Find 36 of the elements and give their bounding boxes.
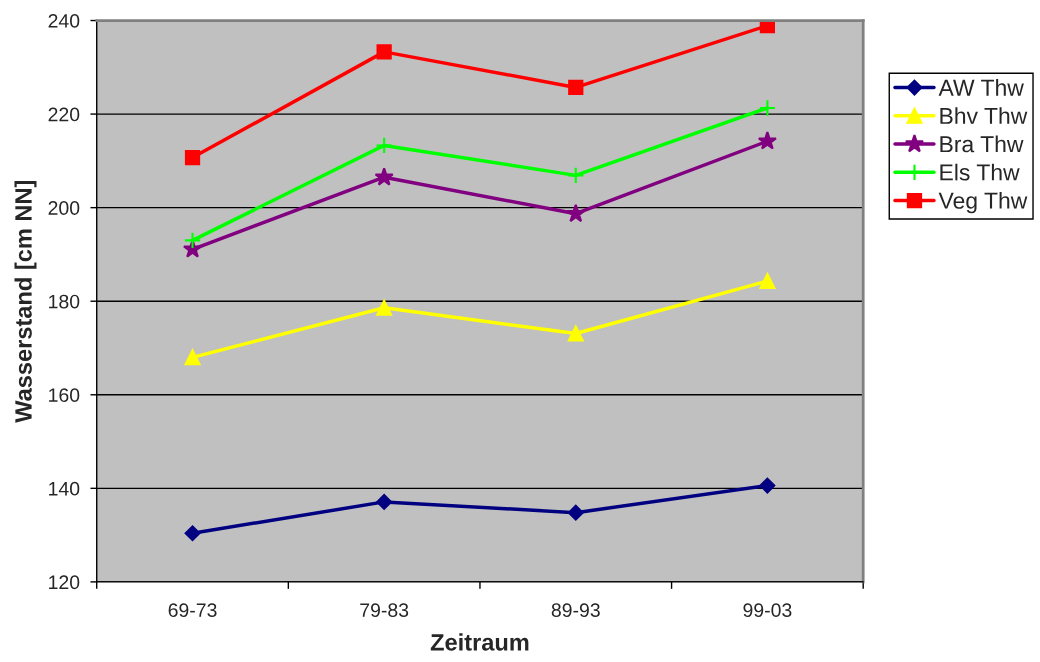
point xyxy=(376,493,393,510)
x-tick-label: 99-03 xyxy=(743,603,792,618)
point xyxy=(566,203,586,223)
point xyxy=(184,349,201,366)
y-tick-label: 120 xyxy=(49,575,80,590)
point xyxy=(374,167,394,186)
point xyxy=(375,136,393,155)
y-tick-label: 180 xyxy=(49,294,80,309)
legend-label: Bra Thw xyxy=(940,135,1024,153)
point xyxy=(376,299,393,316)
point xyxy=(568,79,584,96)
legend-label: Els Thw xyxy=(940,163,1020,181)
point xyxy=(758,99,777,117)
y-tick-label: 140 xyxy=(49,481,80,496)
legend-label: Veg Thw xyxy=(938,191,1028,214)
legend-label: AW Thw xyxy=(938,79,1024,96)
y-axis-title: Wasserstand [cm NN] xyxy=(14,180,37,423)
point xyxy=(183,231,202,250)
point xyxy=(184,149,201,166)
point xyxy=(757,131,778,150)
point xyxy=(759,477,776,494)
y-tick-label: 200 xyxy=(48,201,80,215)
point xyxy=(567,504,584,521)
legend-label: Bhv Thw xyxy=(940,107,1028,124)
y-tick-label: 240 xyxy=(48,13,80,28)
x-tick-label: 79-83 xyxy=(360,603,409,618)
point xyxy=(759,273,776,290)
point xyxy=(376,44,392,60)
y-tick-label: 160 xyxy=(49,388,80,403)
x-tick-label: 89-93 xyxy=(551,603,600,618)
point xyxy=(184,525,201,542)
point xyxy=(567,325,584,342)
x-tick-label: 69-73 xyxy=(168,603,217,618)
x-axis-title: Zeitraum xyxy=(430,633,529,651)
y-tick-label: 220 xyxy=(48,107,80,122)
point xyxy=(567,166,585,185)
